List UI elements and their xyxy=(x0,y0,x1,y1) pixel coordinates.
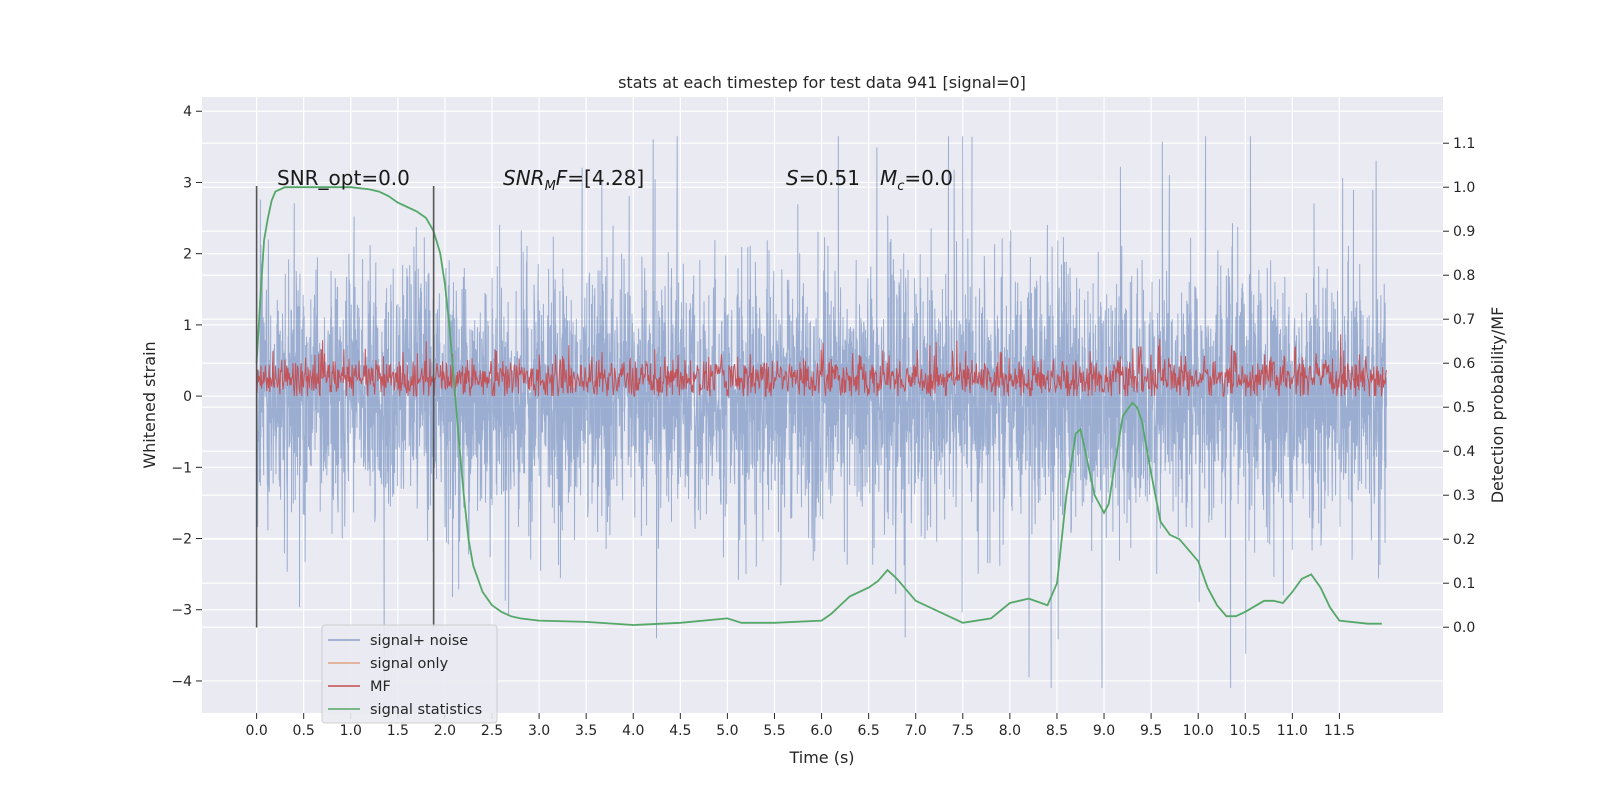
y-axis-right-ticks: 0.0 0.1 0.2 0.3 0.4 0.5 0.6 0.7 0.8 0.9 1.0 1.1 xyxy=(1443,136,1475,636)
y-right-tick-label-8: 0.8 xyxy=(1453,268,1475,284)
annotation-mc: Mc=0.0 xyxy=(880,166,953,194)
y-left-tick-label-1: −3 xyxy=(171,603,192,619)
x-tick-label-15: 7.5 xyxy=(952,723,974,739)
x-tick-label-14: 7.0 xyxy=(905,723,927,739)
y-right-tick-label-2: 0.2 xyxy=(1453,532,1475,548)
x-tick-label-2: 1.0 xyxy=(340,723,362,739)
series-signal-noise xyxy=(256,136,1387,689)
x-tick-label-8: 4.0 xyxy=(622,723,644,739)
legend: signal+ noise signal only MF signal stat… xyxy=(321,624,498,724)
y-left-tick-label-4: 0 xyxy=(183,389,192,405)
x-axis-ticks: 0.0 0.5 1.0 1.5 2.0 2.5 3.0 3.5 4.0 4.5 5.0 5.5 6.0 6… xyxy=(245,713,1355,739)
y-right-tick-label-4: 0.4 xyxy=(1453,444,1475,460)
x-tick-label-6: 3.0 xyxy=(528,723,550,739)
y-left-tick-label-0: −4 xyxy=(171,674,192,690)
x-tick-label-22: 11.0 xyxy=(1277,723,1308,739)
x-tick-label-3: 1.5 xyxy=(387,723,409,739)
x-tick-label-12: 6.0 xyxy=(810,723,832,739)
x-tick-label-16: 8.0 xyxy=(999,723,1021,739)
legend-label-signal-statistics: signal statistics xyxy=(370,702,482,718)
series-signal-statistics xyxy=(255,186,1382,626)
x-tick-label-7: 3.5 xyxy=(575,723,597,739)
y-axis-right-label: Detection probability/MF xyxy=(1488,307,1507,504)
plot-area xyxy=(255,136,1387,689)
annotation-snr-mf: SNRMF=[4.28] xyxy=(503,166,644,194)
y-left-tick-label-5: 1 xyxy=(183,318,192,334)
x-tick-label-1: 0.5 xyxy=(293,723,315,739)
x-tick-label-17: 8.5 xyxy=(1046,723,1068,739)
legend-box xyxy=(321,624,498,724)
y-axis-left-label: Whitened strain xyxy=(140,341,159,468)
legend-label-mf: MF xyxy=(370,679,391,695)
y-right-tick-label-10: 1.0 xyxy=(1453,180,1475,196)
x-tick-label-10: 5.0 xyxy=(716,723,738,739)
x-tick-label-18: 9.0 xyxy=(1093,723,1115,739)
x-axis-label: Time (s) xyxy=(788,748,854,767)
y-right-tick-label-1: 0.1 xyxy=(1453,576,1475,592)
annotations: SNR_opt=0.0 SNRMF=[4.28] S=0.51 Mc=0.0 xyxy=(277,166,953,194)
x-tick-label-0: 0.0 xyxy=(245,723,267,739)
y-right-tick-label-7: 0.7 xyxy=(1453,312,1475,328)
series-mf xyxy=(256,334,1387,397)
x-tick-label-13: 6.5 xyxy=(858,723,880,739)
y-right-tick-label-6: 0.6 xyxy=(1453,356,1475,372)
x-tick-label-5: 2.5 xyxy=(481,723,503,739)
chart-title: stats at each timestep for test data 941… xyxy=(618,73,1026,92)
y-right-tick-label-11: 1.1 xyxy=(1453,136,1475,152)
y-left-tick-label-2: −2 xyxy=(171,532,192,548)
vertical-markers xyxy=(255,186,435,628)
legend-label-signal-noise: signal+ noise xyxy=(370,633,468,649)
y-left-tick-label-3: −1 xyxy=(171,460,192,476)
x-tick-label-4: 2.0 xyxy=(434,723,456,739)
annotation-snr-opt: SNR_opt=0.0 xyxy=(277,166,410,190)
annotation-stats: S=0.51 xyxy=(786,166,860,190)
y-axis-left-ticks: −4 −3 −2 −1 0 1 2 3 4 xyxy=(171,104,202,690)
x-tick-label-21: 10.5 xyxy=(1230,723,1261,739)
x-tick-label-20: 10.0 xyxy=(1183,723,1214,739)
x-tick-label-9: 4.5 xyxy=(669,723,691,739)
y-right-tick-label-9: 0.9 xyxy=(1453,224,1475,240)
y-right-tick-label-3: 0.3 xyxy=(1453,488,1475,504)
y-left-tick-label-6: 2 xyxy=(183,247,192,263)
x-tick-label-23: 11.5 xyxy=(1324,723,1355,739)
y-right-tick-label-5: 0.5 xyxy=(1453,400,1475,416)
y-left-tick-label-8: 4 xyxy=(183,104,192,120)
y-left-tick-label-7: 3 xyxy=(183,175,192,191)
legend-label-signal-only: signal only xyxy=(370,656,449,672)
y-right-tick-label-0: 0.0 xyxy=(1453,620,1475,636)
x-tick-label-19: 9.5 xyxy=(1140,723,1162,739)
x-tick-label-11: 5.5 xyxy=(763,723,785,739)
